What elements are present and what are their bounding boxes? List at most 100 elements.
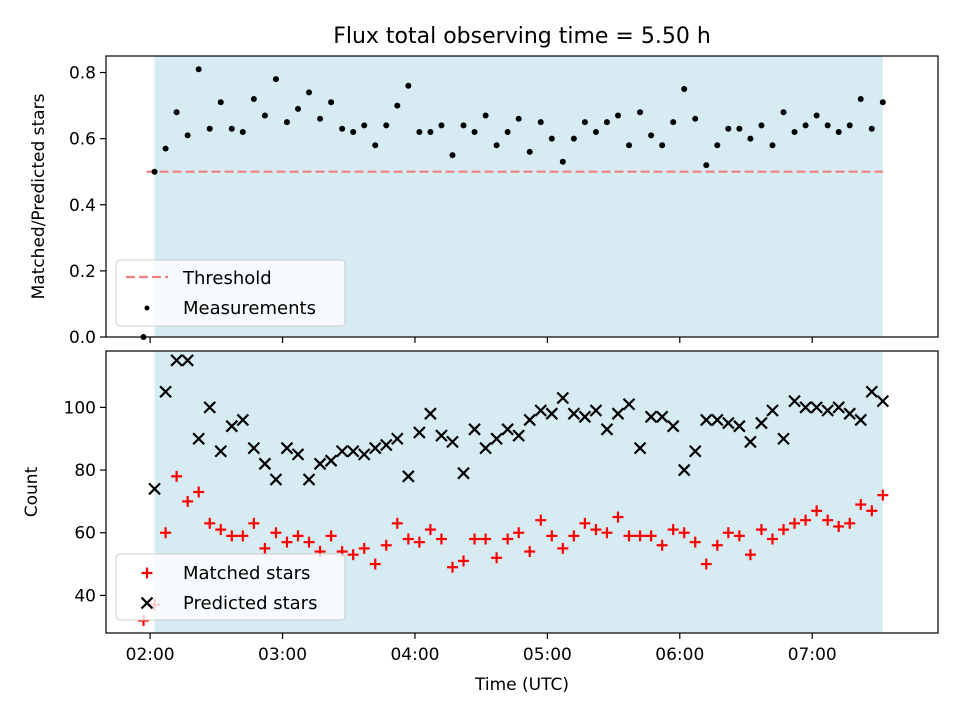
ratio-panel: 0.00.20.40.60.8 Matched/Predicted stars …	[29, 55, 939, 348]
predicted-star-point	[214, 444, 228, 458]
measurement-point	[824, 122, 831, 129]
predicted-star-point	[280, 441, 294, 455]
predicted-star-point	[832, 401, 845, 414]
bottom-x-ticks: 02:00 03:00 04:00 05:00 06:00 07:00	[126, 633, 837, 665]
legend-matched-marker	[141, 567, 153, 579]
predicted-star-point	[335, 444, 349, 458]
measurement-point	[692, 115, 699, 122]
matched-star-point	[237, 530, 249, 542]
predicted-star-point-b	[722, 416, 735, 430]
predicted-star-point	[556, 391, 570, 405]
bottom-legend: Matched stars Predicted stars	[115, 553, 346, 621]
predicted-star-point-b	[611, 407, 625, 420]
predicted-star-point	[225, 419, 239, 433]
matched-star-point	[546, 530, 558, 542]
measurement-point	[725, 125, 732, 132]
predicted-star-point-b	[644, 410, 658, 424]
matched-star-point	[855, 499, 867, 511]
predicted-star-point	[810, 401, 823, 414]
predicted-star-point	[457, 466, 470, 480]
predicted-star-point-b	[821, 404, 834, 417]
measurement-point	[615, 112, 621, 119]
predicted-star-point	[755, 416, 768, 430]
predicted-star-point	[346, 444, 360, 458]
top-x-ticks	[149, 337, 813, 343]
matched-star-point	[204, 517, 216, 529]
predicted-star-point	[722, 416, 735, 430]
matched-star-point	[380, 539, 392, 551]
measurement-point	[879, 99, 886, 106]
matched-star-point	[755, 524, 767, 536]
predicted-star-point-b	[512, 429, 525, 442]
predicted-star-point	[777, 432, 790, 446]
predicted-star-point	[159, 385, 172, 399]
predicted-star-point	[368, 441, 382, 455]
predicted-star-point-b	[567, 407, 581, 420]
measurement-point	[449, 152, 456, 159]
predicted-star-point	[567, 407, 581, 420]
predicted-star-point-b	[677, 463, 691, 477]
predicted-stars-points	[148, 354, 890, 496]
predicted-star-point-b	[148, 482, 161, 496]
matched-star-point	[491, 552, 503, 564]
predicted-star-point-b	[402, 470, 415, 483]
matched-star-point	[557, 542, 569, 554]
matched-star-point	[358, 542, 370, 554]
predicted-star-point-b	[545, 407, 559, 420]
x-tick-label: 02:00	[126, 645, 175, 665]
predicted-star-point	[479, 441, 492, 455]
legend-predicted-label: Predicted stars	[183, 593, 317, 614]
predicted-star-point-b	[854, 413, 868, 427]
top-y-axis-label: Matched/Predicted stars	[29, 93, 49, 299]
predicted-star-point	[501, 423, 514, 436]
predicted-star-point-b	[865, 385, 879, 399]
measurement-point	[339, 125, 346, 132]
matched-star-point	[612, 511, 624, 523]
predicted-star-point	[688, 444, 702, 458]
matched-star-point	[513, 527, 525, 539]
measurement-point	[714, 142, 721, 149]
predicted-star-point	[402, 470, 415, 483]
predicted-star-point	[589, 404, 603, 417]
matched-star-point	[778, 524, 790, 536]
matched-star-point	[502, 533, 514, 545]
matched-star-point	[733, 530, 745, 542]
matched-star-point	[678, 527, 690, 539]
predicted-star-point	[192, 432, 205, 446]
measurement-point	[603, 119, 610, 126]
predicted-star-point	[633, 441, 647, 455]
matched-star-point	[800, 514, 812, 526]
predicted-star-point	[744, 435, 757, 449]
predicted-star-point-b	[269, 473, 283, 486]
measurement-point	[195, 66, 202, 73]
predicted-star-point	[203, 401, 217, 414]
predicted-star-point-b	[688, 444, 702, 458]
matched-star-point	[722, 527, 734, 539]
predicted-star-point	[854, 413, 868, 427]
predicted-star-point	[666, 419, 680, 433]
matched-star-point	[579, 517, 591, 529]
top-legend-box	[115, 259, 346, 327]
matched-star-point	[744, 549, 756, 561]
predicted-star-point-b	[302, 473, 316, 486]
predicted-star-point	[600, 423, 614, 436]
matched-star-point	[259, 542, 271, 554]
measurement-point	[537, 119, 544, 126]
predicted-star-point	[313, 457, 327, 471]
matched-star-point	[292, 530, 304, 542]
matched-star-point	[248, 517, 260, 529]
predicted-star-point	[655, 410, 669, 424]
top-y-ticks: 0.0 0.2 0.4 0.6 0.8	[69, 64, 106, 348]
measurement-point	[835, 129, 842, 136]
predicted-star-point	[711, 413, 724, 427]
predicted-star-point-b	[777, 432, 790, 446]
measurement-point	[261, 112, 268, 119]
matched-star-point	[281, 536, 293, 548]
predicted-star-point-b	[622, 397, 636, 411]
matched-star-point	[446, 561, 458, 573]
measurement-point	[846, 122, 853, 129]
measurement-point	[857, 95, 864, 102]
measurement-point	[317, 115, 324, 122]
matched-star-point	[413, 536, 425, 548]
